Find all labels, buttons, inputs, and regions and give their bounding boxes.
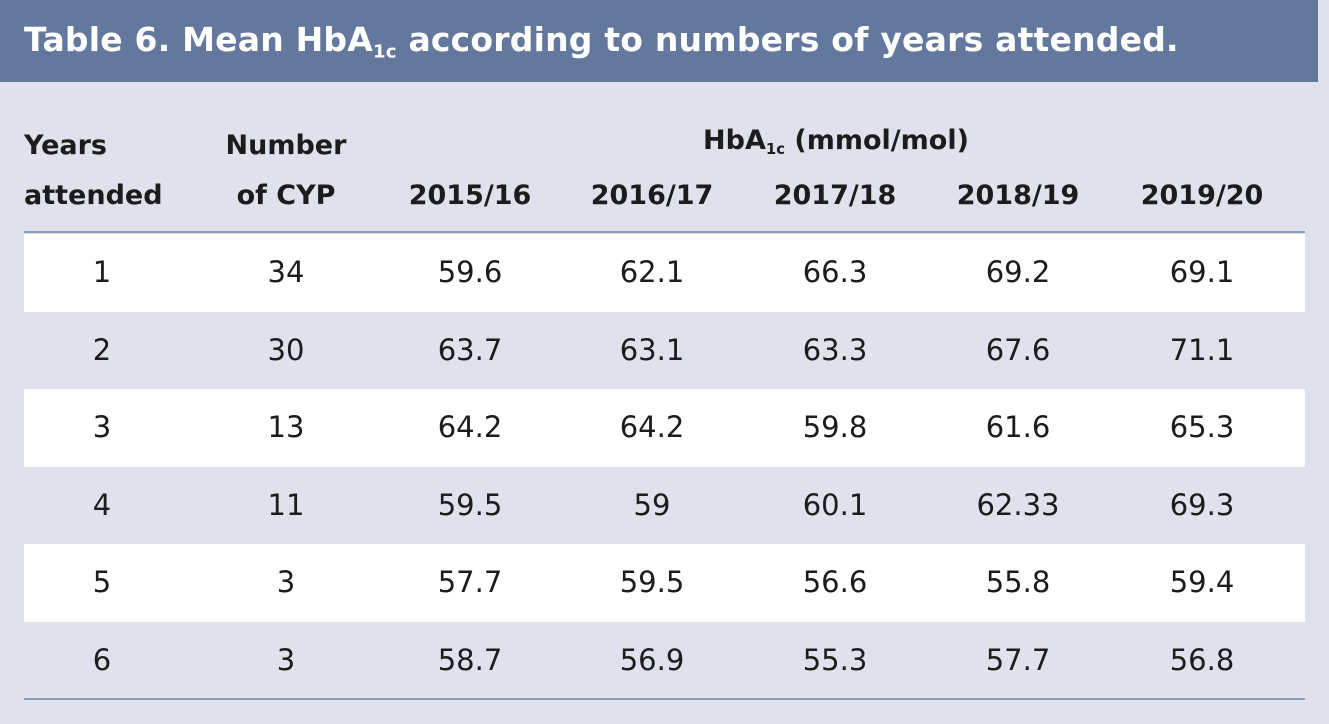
table-row: 3 13 64.2 64.2 59.8 61.6 65.3 (24, 389, 1305, 467)
cell-2016: 59 (633, 487, 671, 522)
title-main: Table 6. Mean HbA (24, 20, 373, 59)
cell-2015: 58.7 (437, 642, 503, 677)
cell-2015: 64.2 (437, 410, 503, 444)
cell-2018: 69.2 (985, 255, 1051, 289)
header-years-line2: attended (24, 180, 163, 211)
cell-2016: 62.1 (619, 255, 685, 289)
header-year-2015: 2015/16 (408, 180, 532, 211)
footer-rule (24, 698, 1305, 700)
table-row: 6 3 58.7 56.9 55.3 57.7 56.8 (24, 621, 1305, 699)
cell-2019: 56.8 (1169, 642, 1235, 677)
cell-number: 3 (276, 642, 296, 677)
header-hba-unit: (mmol/mol) (785, 125, 969, 156)
cell-2017: 59.8 (802, 410, 868, 444)
cell-2018: 57.7 (985, 642, 1051, 677)
cell-2016: 59.5 (619, 565, 685, 599)
cell-2017: 56.6 (802, 565, 868, 599)
cell-2019: 69.3 (1169, 487, 1235, 522)
header-year-2016: 2016/17 (590, 180, 714, 211)
cell-2019: 69.1 (1169, 255, 1235, 289)
header-hba-sub: 1c (765, 140, 785, 159)
cell-years: 1 (92, 255, 112, 289)
cell-2018: 55.8 (985, 565, 1051, 599)
table-title-bar: Table 6. Mean HbA1c according to numbers… (0, 0, 1318, 82)
header-number-line2: of CYP (236, 180, 336, 211)
cell-2015: 59.5 (437, 487, 503, 522)
cell-years: 3 (92, 410, 112, 444)
cell-2016: 56.9 (619, 642, 685, 677)
cell-2017: 55.3 (802, 642, 868, 677)
cell-2015: 59.6 (437, 255, 503, 289)
header-year-2019: 2019/20 (1140, 180, 1264, 211)
table-body: 1 34 59.6 62.1 66.3 69.2 69.1 2 30 63.7 … (24, 234, 1305, 699)
table-row: 4 11 59.5 59 60.1 62.33 69.3 (24, 466, 1305, 544)
cell-2019: 65.3 (1169, 410, 1235, 444)
cell-2017: 63.3 (802, 332, 868, 367)
cell-2016: 63.1 (619, 332, 685, 367)
cell-years: 2 (92, 332, 112, 367)
cell-2019: 71.1 (1169, 332, 1235, 367)
cell-2018: 61.6 (985, 410, 1051, 444)
cell-number: 34 (267, 255, 305, 289)
header-hba-main: HbA (703, 125, 766, 156)
table-title: Table 6. Mean HbA1c according to numbers… (24, 20, 1179, 63)
cell-2018: 62.33 (976, 487, 1060, 522)
header-year-2017: 2017/18 (773, 180, 897, 211)
header-number-line1: Number (225, 130, 347, 161)
cell-2016: 64.2 (619, 410, 685, 444)
table-row: 5 3 57.7 59.5 56.6 55.8 59.4 (24, 544, 1305, 622)
cell-2018: 67.6 (985, 332, 1051, 367)
cell-2015: 57.7 (437, 565, 503, 599)
cell-number: 11 (267, 487, 305, 522)
table-row: 1 34 59.6 62.1 66.3 69.2 69.1 (24, 234, 1305, 312)
title-subscript: 1c (372, 41, 397, 63)
cell-number: 3 (276, 565, 296, 599)
page-edge (1318, 0, 1329, 724)
cell-2019: 59.4 (1169, 565, 1235, 599)
cell-years: 5 (92, 565, 112, 599)
cell-years: 6 (92, 642, 112, 677)
cell-2017: 66.3 (802, 255, 868, 289)
header-years-line1: Years (24, 130, 107, 161)
cell-2017: 60.1 (802, 487, 868, 522)
cell-2015: 63.7 (437, 332, 503, 367)
header-hba1c-group: HbA1c (mmol/mol) (380, 125, 1292, 159)
header-rule (24, 231, 1305, 233)
table-row: 2 30 63.7 63.1 63.3 67.6 71.1 (24, 311, 1305, 389)
header-year-2018: 2018/19 (956, 180, 1080, 211)
cell-number: 13 (267, 410, 305, 444)
cell-number: 30 (267, 332, 305, 367)
cell-years: 4 (92, 487, 112, 522)
title-rest: according to numbers of years attended. (396, 20, 1179, 59)
